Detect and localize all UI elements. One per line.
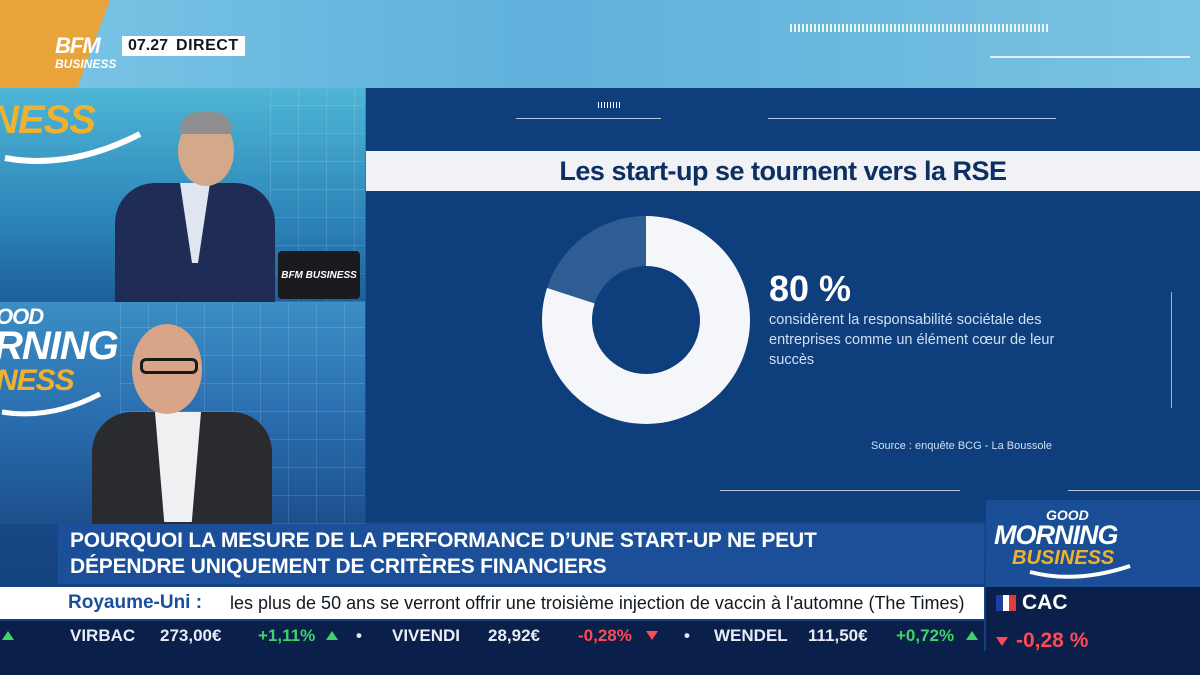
- stock-ticker: VIRBAC 273,00€ +1,11% • VIVENDI 28,92€ -…: [0, 621, 984, 651]
- index-box: CAC -0,28 %: [986, 587, 1200, 675]
- clock-time: 07.27: [128, 37, 169, 54]
- channel-logo: BFM BUSINESS: [55, 35, 117, 77]
- show-logo-box: GOOD MORNING BUSINESS CAC -0,28 %: [986, 500, 1200, 675]
- show-logo-line3: BUSINESS: [1012, 547, 1115, 569]
- up-arrow-icon: [2, 631, 14, 640]
- donut-slice-main: [542, 216, 750, 424]
- studio-bg-logo: INESS: [0, 98, 96, 142]
- headline-line1: POURQUOI LA MESURE DE LA PERFORMANCE D’U…: [70, 529, 817, 552]
- chart-description: considèrent la responsabilité sociétale …: [769, 312, 1055, 368]
- chart-title-bar: Les start-up se tournent vers la RSE: [366, 151, 1200, 191]
- ticker-change: -0,28%: [578, 626, 632, 645]
- chart-value-label: 80 %: [769, 268, 852, 309]
- news-prefix: Royaume-Uni :: [68, 592, 203, 613]
- headline-box: POURQUOI LA MESURE DE LA PERFORMANCE D’U…: [58, 524, 984, 584]
- studio-swoosh-icon: [4, 131, 142, 164]
- decor-line: [1068, 490, 1200, 491]
- video-pane-guest: OOD RNING NESS: [0, 302, 365, 524]
- show-logo: GOOD MORNING BUSINESS: [994, 508, 1144, 568]
- infographic-panel: Les start-up se tournent vers la RSE 80 …: [366, 88, 1200, 522]
- ticker-name: VIRBAC: [70, 626, 136, 645]
- decor-vertical-line: [1171, 292, 1172, 408]
- live-label: DIRECT: [176, 37, 239, 54]
- studio-bg-logo: NESS: [0, 364, 75, 397]
- presenter-hair: [180, 112, 232, 134]
- headline-line2: DÉPENDRE UNIQUEMENT DE CRITÈRES FINANCIE…: [70, 555, 607, 578]
- show-swoosh-icon: [1029, 564, 1131, 579]
- laptop: BFM BUSINESS: [278, 251, 360, 299]
- video-pane-presenter: INESS BFM BUSINESS: [0, 88, 365, 302]
- news-text: les plus de 50 ans se verront offrir une…: [230, 593, 965, 613]
- ticker-separator-dot: •: [684, 626, 690, 645]
- chart-title: Les start-up se tournent vers la RSE: [559, 155, 1007, 186]
- french-flag-icon: [996, 595, 1017, 611]
- ticker-name: WENDEL: [714, 626, 788, 645]
- channel-logo-line1: BFM: [55, 33, 101, 58]
- donut-chart: [542, 216, 750, 424]
- down-arrow-icon: [646, 631, 658, 640]
- headline: POURQUOI LA MESURE DE LA PERFORMANCE D’U…: [70, 528, 970, 580]
- down-arrow-icon: [996, 637, 1008, 646]
- ticker-change: +1,11%: [258, 626, 316, 645]
- studio-bg-logo: RNING: [0, 324, 119, 368]
- news-bar: Royaume-Uni : les plus de 50 ans se verr…: [0, 587, 984, 619]
- ticker-price: 111,50€: [808, 626, 868, 645]
- donut-slice-rest: [547, 216, 646, 304]
- up-arrow-icon: [326, 631, 338, 640]
- studio-swoosh-icon: [1, 391, 102, 417]
- ticker-price: 28,92€: [488, 626, 540, 645]
- show-logo-line1: GOOD: [1046, 507, 1089, 523]
- clock-box: 07.27 DIRECT: [122, 36, 245, 56]
- guest-shirt: [155, 412, 201, 522]
- ticker-price: 273,00€: [160, 626, 222, 645]
- index-change: -0,28 %: [1016, 629, 1089, 652]
- chart-source: Source : enquête BCG - La Boussole: [871, 440, 1052, 452]
- studio-stripes: [790, 24, 1050, 32]
- guest-glasses: [140, 358, 198, 374]
- ticker-separator-dot: •: [356, 626, 362, 645]
- ticker-change: +0,72%: [896, 626, 955, 645]
- up-arrow-icon: [966, 631, 978, 640]
- decor-stripes: [598, 102, 620, 108]
- decor-line: [768, 118, 1056, 119]
- channel-logo-line2: BUSINESS: [55, 57, 117, 71]
- index-name: CAC: [1022, 591, 1068, 614]
- studio-line: [990, 56, 1190, 58]
- show-logo-line2: MORNING: [994, 520, 1119, 550]
- ticker-name: VIVENDI: [392, 626, 461, 645]
- decor-line: [516, 118, 661, 119]
- decor-line: [720, 490, 960, 491]
- studio-bg-logo: OOD: [0, 304, 44, 329]
